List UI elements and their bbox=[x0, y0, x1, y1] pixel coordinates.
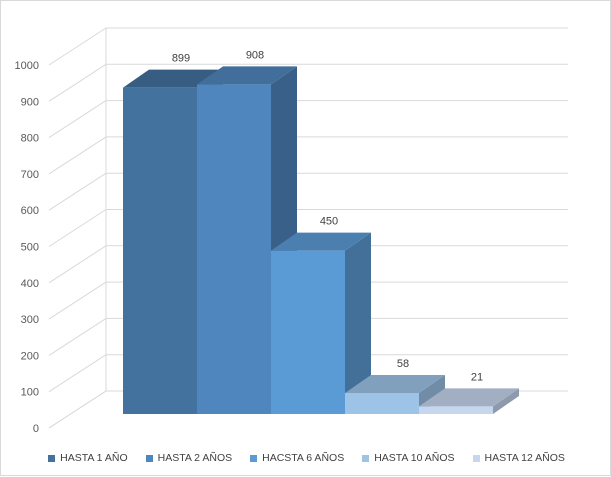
gridline-side bbox=[48, 245, 107, 284]
gridline-side bbox=[48, 317, 107, 356]
y-tick-label: 300 bbox=[21, 314, 39, 326]
y-tick-label: 400 bbox=[21, 278, 39, 290]
legend-item: HASTA 12 AÑOS bbox=[472, 452, 565, 464]
bar-side bbox=[493, 388, 519, 414]
bar bbox=[123, 87, 197, 415]
bar-top bbox=[271, 232, 371, 251]
gridline-side bbox=[48, 27, 107, 66]
y-tick-label: 900 bbox=[21, 96, 39, 108]
y-tick-label: 700 bbox=[21, 169, 39, 181]
data-label: 21 bbox=[471, 371, 483, 383]
bar bbox=[419, 406, 493, 414]
legend: HASTA 1 AÑO HASTA 2 AÑOS HACSTA 6 AÑOS HAST… bbox=[1, 449, 611, 467]
legend-swatch bbox=[472, 454, 480, 462]
bars bbox=[123, 66, 519, 415]
data-labels: 899 908 450 58 21 bbox=[172, 49, 483, 383]
legend-item: HASTA 2 AÑOS bbox=[145, 452, 233, 464]
bar bbox=[197, 84, 271, 415]
legend-item: HASTA 1 AÑO bbox=[48, 452, 128, 464]
legend-swatch bbox=[48, 454, 56, 462]
gridline-side bbox=[48, 136, 107, 175]
bar-side bbox=[345, 232, 371, 414]
y-axis-ticks: 0 100 200 300 400 500 600 700 800 900 1000 bbox=[15, 60, 39, 435]
bar-top bbox=[419, 388, 519, 407]
data-label: 58 bbox=[397, 358, 409, 370]
y-tick-label: 0 bbox=[33, 423, 39, 435]
bar bbox=[345, 392, 419, 414]
data-label: 450 bbox=[320, 216, 338, 228]
data-label: 908 bbox=[246, 49, 264, 61]
gridline-side bbox=[48, 63, 107, 102]
gridline-side bbox=[48, 354, 107, 393]
bar bbox=[271, 250, 345, 414]
gridline-side bbox=[48, 390, 107, 429]
legend-item: HASTA 10 AÑOS bbox=[362, 452, 455, 464]
legend-swatch bbox=[250, 454, 258, 462]
legend-swatch bbox=[145, 454, 153, 462]
data-label: 899 bbox=[172, 53, 190, 65]
gridline-side bbox=[48, 100, 107, 139]
legend-item: HACSTA 6 AÑOS bbox=[250, 452, 344, 464]
gridline-side bbox=[48, 281, 107, 320]
bar-top bbox=[345, 374, 445, 393]
y-tick-label: 600 bbox=[21, 205, 39, 217]
gridline-side bbox=[48, 172, 107, 211]
legend-label: HASTA 2 AÑOS bbox=[157, 452, 233, 464]
legend-label: HASTA 12 AÑOS bbox=[484, 452, 565, 464]
legend-label: HASTA 10 AÑOS bbox=[374, 452, 455, 464]
bar-top bbox=[123, 69, 223, 88]
legend-label: HASTA 1 AÑO bbox=[60, 452, 128, 464]
legend-label: HACSTA 6 AÑOS bbox=[262, 452, 345, 464]
y-tick-label: 500 bbox=[21, 242, 39, 254]
bar-top bbox=[197, 66, 297, 85]
y-tick-label: 100 bbox=[21, 387, 39, 399]
gridline-side bbox=[48, 209, 107, 247]
y-tick-label: 800 bbox=[21, 133, 39, 145]
legend-swatch bbox=[362, 454, 370, 462]
y-tick-label: 200 bbox=[21, 350, 39, 362]
y-tick-label: 1000 bbox=[15, 60, 39, 72]
